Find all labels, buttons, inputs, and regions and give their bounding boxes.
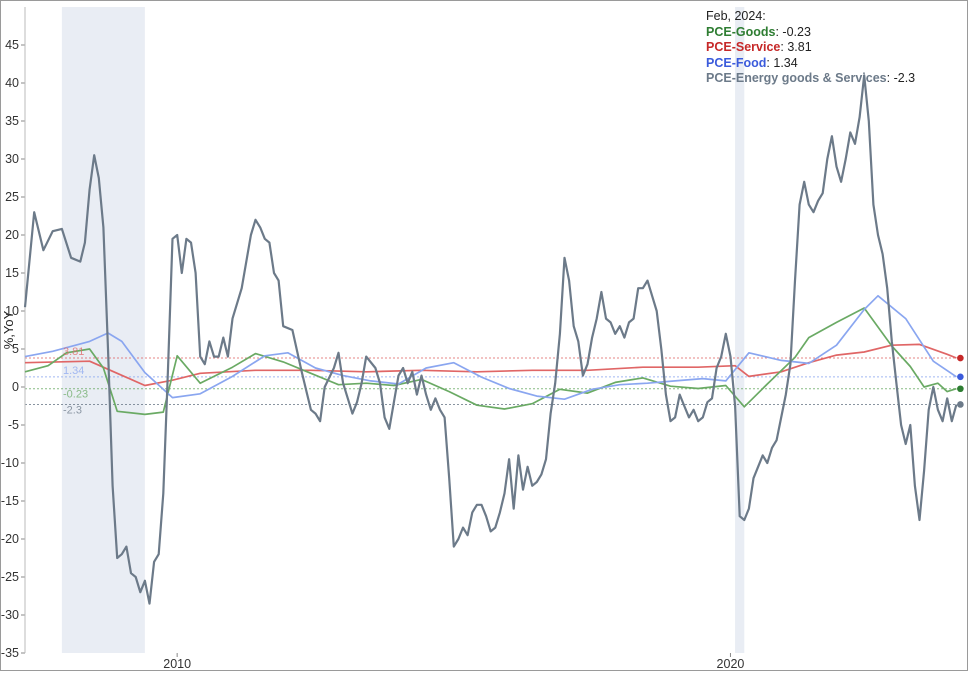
recession-band-1 (61, 7, 145, 653)
series-end-dot-4 (957, 401, 964, 408)
reference-value-label-1: 3.81 (63, 346, 84, 358)
legend: Feb, 2024: PCE-Goods: -0.23 PCE-Service:… (706, 9, 915, 87)
y-tick-label: -25 (1, 570, 19, 584)
last-value-reference-lines (25, 357, 961, 405)
legend-name-goods: PCE-Goods (706, 24, 776, 39)
series-lines (23, 74, 958, 605)
y-tick-label: 15 (5, 266, 19, 280)
legend-entry-food: PCE-Food: 1.34 (706, 55, 798, 70)
legend-name-food: PCE-Food (706, 55, 767, 70)
y-tick-label: 25 (5, 190, 19, 204)
y-axis-label: %,YoY (1, 310, 16, 349)
y-tick-label: -30 (1, 608, 19, 622)
legend-value-food: 1.34 (773, 55, 798, 70)
series-end-dot-3 (957, 373, 964, 381)
series-end-dot-2 (957, 385, 964, 393)
legend-name-service: PCE-Service (706, 40, 781, 54)
recession-bands (61, 7, 745, 653)
y-axis: %,YoY -35 -30 -25 -20 -15 -10 -5 0 5 10 15 20 25 30 35… (1, 7, 26, 660)
x-axis: 2010 2020 (163, 653, 745, 671)
series-end-markers (957, 354, 964, 408)
legend-header: Feb, 2024: (706, 9, 766, 23)
y-tick-label: 40 (5, 76, 19, 90)
y-tick-label: -10 (1, 456, 19, 470)
legend-value-energy: -2.3 (893, 71, 916, 85)
y-tick-label: -20 (1, 532, 19, 546)
y-tick-label: 0 (12, 380, 19, 394)
last-value-labels: 3.81 -0.23 1.34 -2.3 (63, 346, 88, 416)
x-tick-label: 2020 (717, 657, 745, 670)
y-tick-label: 20 (5, 228, 19, 242)
recession-band-2 (735, 7, 745, 653)
y-tick-label: -5 (8, 418, 19, 432)
y-tick-label: -15 (1, 494, 19, 508)
y-tick-label: 35 (5, 114, 19, 128)
y-tick-label: 45 (5, 38, 19, 52)
series-end-dot-1 (957, 354, 964, 362)
reference-value-label-2: -0.23 (63, 389, 88, 401)
y-tick-label: 30 (5, 152, 19, 166)
legend-value-service: 3.81 (787, 40, 812, 54)
y-tick-label: -35 (1, 646, 19, 660)
legend-value-goods: -0.23 (782, 24, 811, 39)
reference-value-label-4: -2.3 (63, 404, 82, 416)
y-tick-label: 10 (5, 304, 19, 318)
series-line-3 (24, 294, 957, 401)
legend-entry-goods: PCE-Goods: -0.23 (706, 24, 811, 39)
x-tick-label: 2010 (163, 657, 191, 670)
reference-value-label-3: 1.34 (63, 365, 84, 377)
legend-name-energy: PCE-Energy goods & Services (706, 71, 887, 85)
legend-entry-energy: PCE-Energy goods & Services: -2.3 (706, 71, 916, 85)
y-tick-label: 5 (12, 342, 19, 356)
series-line-2 (24, 307, 957, 416)
series-line-1 (24, 343, 957, 387)
legend-entry-service: PCE-Service: 3.81 (706, 40, 812, 54)
series-line-4 (23, 74, 958, 605)
